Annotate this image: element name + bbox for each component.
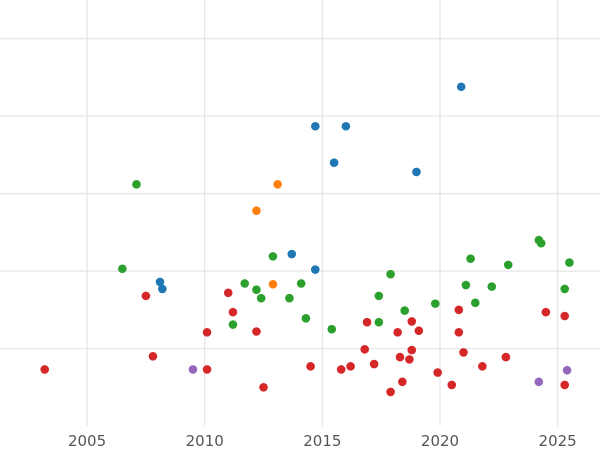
x-tick-label-2020: 2020 bbox=[421, 432, 459, 450]
data-point-series-3-23 bbox=[433, 368, 442, 377]
x-axis-tick-labels: 2005 2010 2015 2020 2025 bbox=[68, 432, 577, 450]
data-point-series-3-11 bbox=[346, 362, 355, 371]
data-point-series-4-2 bbox=[562, 365, 572, 375]
data-point-series-3-30 bbox=[541, 307, 551, 317]
data-point-series-2-7 bbox=[285, 293, 294, 303]
data-point-series-0-0 bbox=[155, 277, 165, 287]
data-point-series-1-1 bbox=[268, 279, 278, 289]
data-point-series-3-0 bbox=[40, 365, 50, 374]
data-point-series-2-22 bbox=[536, 238, 546, 248]
data-point-series-3-20 bbox=[407, 317, 417, 326]
x-tick-label-2015: 2015 bbox=[303, 432, 341, 450]
data-point-series-2-16 bbox=[461, 280, 471, 290]
x-tick-label-2010: 2010 bbox=[186, 432, 224, 450]
data-point-series-0-4 bbox=[310, 121, 320, 131]
data-point-series-2-11 bbox=[374, 317, 384, 327]
data-point-series-2-4 bbox=[252, 285, 261, 294]
data-point-series-3-18 bbox=[398, 377, 407, 387]
data-point-series-2-0 bbox=[118, 264, 127, 274]
data-point-series-3-8 bbox=[259, 382, 268, 392]
data-point-series-2-19 bbox=[487, 282, 497, 291]
data-point-series-3-29 bbox=[501, 352, 511, 362]
data-point-series-2-18 bbox=[470, 298, 480, 308]
data-point-series-4-1 bbox=[534, 377, 544, 387]
data-point-series-3-27 bbox=[459, 348, 468, 357]
data-point-series-2-20 bbox=[503, 260, 513, 270]
data-point-series-3-17 bbox=[395, 352, 405, 362]
data-point-series-3-2 bbox=[148, 351, 158, 361]
data-point-series-3-6 bbox=[228, 307, 238, 317]
data-points bbox=[40, 82, 574, 397]
vertical-gridlines bbox=[86, 0, 559, 426]
data-point-series-3-13 bbox=[362, 317, 372, 327]
data-point-series-2-3 bbox=[240, 279, 250, 288]
data-point-series-3-26 bbox=[454, 305, 464, 315]
data-point-series-3-5 bbox=[223, 288, 233, 298]
data-point-series-3-9 bbox=[306, 362, 315, 371]
data-point-series-3-1 bbox=[141, 291, 151, 301]
data-point-series-2-9 bbox=[301, 314, 311, 323]
data-point-series-0-6 bbox=[341, 121, 351, 131]
data-point-series-3-7 bbox=[252, 327, 261, 336]
data-point-series-3-32 bbox=[560, 311, 570, 321]
data-point-series-3-28 bbox=[478, 362, 487, 371]
data-point-series-2-10 bbox=[327, 324, 337, 334]
data-point-series-2-13 bbox=[386, 269, 395, 279]
data-point-series-0-2 bbox=[287, 249, 297, 259]
data-point-series-2-23 bbox=[560, 284, 570, 294]
data-point-series-3-21 bbox=[407, 345, 417, 355]
data-point-series-3-12 bbox=[360, 345, 370, 354]
data-point-series-4-0 bbox=[188, 365, 198, 374]
horizontal-gridlines bbox=[0, 38, 600, 350]
data-point-series-3-22 bbox=[414, 326, 424, 336]
data-point-series-2-15 bbox=[430, 299, 440, 308]
data-point-series-1-0 bbox=[252, 206, 261, 215]
data-point-series-0-3 bbox=[310, 265, 320, 274]
data-point-series-2-1 bbox=[132, 180, 141, 189]
data-point-series-3-3 bbox=[202, 327, 212, 337]
data-point-series-2-12 bbox=[374, 291, 384, 301]
data-point-series-1-2 bbox=[273, 180, 282, 189]
data-point-series-3-14 bbox=[369, 359, 379, 369]
x-tick-label-2005: 2005 bbox=[68, 432, 106, 450]
data-point-series-2-17 bbox=[466, 254, 475, 263]
data-point-series-3-16 bbox=[393, 327, 402, 337]
data-point-series-2-6 bbox=[268, 252, 278, 261]
data-point-series-2-8 bbox=[296, 279, 306, 288]
data-point-series-0-7 bbox=[412, 167, 421, 177]
data-point-series-0-5 bbox=[329, 158, 339, 167]
data-point-series-0-8 bbox=[456, 82, 466, 92]
data-point-series-3-25 bbox=[454, 327, 464, 337]
data-point-series-0-1 bbox=[158, 284, 167, 294]
data-point-series-3-31 bbox=[560, 380, 570, 390]
data-point-series-3-15 bbox=[386, 387, 395, 397]
x-tick-label-2025: 2025 bbox=[539, 432, 577, 450]
data-point-series-3-4 bbox=[202, 365, 212, 374]
data-point-series-3-10 bbox=[336, 365, 346, 374]
data-point-series-2-5 bbox=[256, 293, 266, 303]
data-point-series-2-24 bbox=[565, 258, 574, 267]
data-point-series-2-14 bbox=[400, 306, 410, 315]
data-point-series-3-19 bbox=[405, 355, 414, 364]
data-point-series-3-24 bbox=[447, 380, 457, 390]
data-point-series-2-2 bbox=[228, 320, 238, 329]
